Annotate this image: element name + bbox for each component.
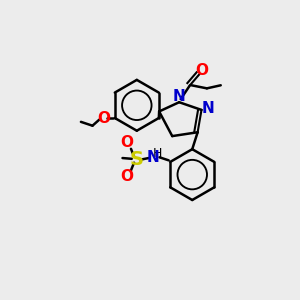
Text: N: N xyxy=(201,101,214,116)
Text: O: O xyxy=(97,110,110,125)
Text: O: O xyxy=(195,63,208,78)
Text: O: O xyxy=(121,135,134,150)
Text: O: O xyxy=(121,169,134,184)
Text: N: N xyxy=(173,89,185,104)
Text: H: H xyxy=(152,147,162,160)
Text: S: S xyxy=(129,150,143,169)
Text: N: N xyxy=(147,150,160,165)
